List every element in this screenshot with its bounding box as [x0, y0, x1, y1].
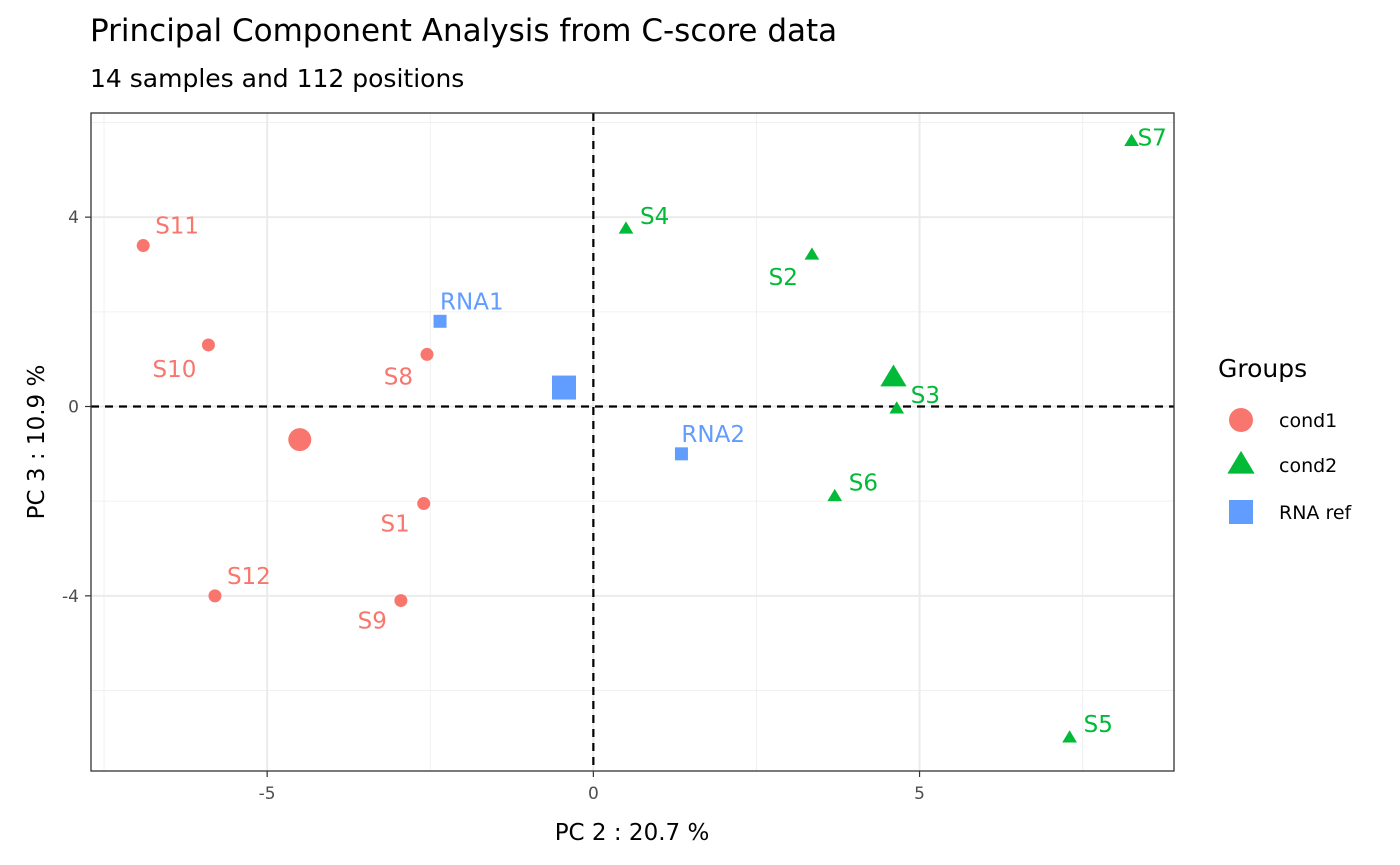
plot-panel-border: [90, 112, 1175, 772]
data-point: [417, 497, 431, 511]
group-centroid-point: [880, 364, 907, 387]
data-point: [804, 247, 820, 260]
grid-lines: [91, 113, 1174, 771]
point-label: S3: [911, 383, 940, 409]
data-points: [136, 133, 1139, 743]
legend-title: Groups: [1218, 354, 1307, 383]
chart-title: Principal Component Analysis from C-scor…: [90, 13, 837, 49]
data-point: [420, 347, 434, 361]
axis-ticks: -5 0 5 -4 0 4: [62, 208, 925, 804]
legend: Groups cond1 cond2 RNA ref: [1218, 354, 1353, 524]
y-tick-label: -4: [62, 587, 79, 607]
reference-lines: [91, 113, 1174, 771]
legend-key: [1227, 450, 1255, 474]
data-point: [618, 221, 634, 234]
legend-label: cond2: [1279, 455, 1337, 477]
x-tick-label: 0: [588, 784, 599, 804]
x-tick-label: 5: [914, 784, 925, 804]
point-label: RNA1: [440, 289, 504, 315]
point-label: S7: [1138, 125, 1167, 151]
point-label: S11: [155, 214, 199, 240]
plot-panel-background: [91, 113, 1174, 771]
point-labels: S11 S10 S8 S1 S12 S9 S7 S4 S2 S3 S6 S5 RNA1 RNA2: [153, 125, 1167, 737]
y-tick-label: 0: [68, 397, 79, 417]
data-point: [201, 338, 215, 352]
point-label: S4: [640, 204, 669, 230]
y-tick-label: 4: [68, 208, 79, 228]
point-label: S6: [849, 470, 878, 496]
data-point: [394, 594, 408, 608]
data-point: [827, 488, 843, 502]
point-label: S10: [153, 357, 197, 383]
data-point: [136, 239, 150, 253]
data-point: [433, 314, 447, 328]
data-point: [889, 401, 905, 414]
x-tick-label: -5: [259, 784, 276, 804]
group-centroid-point: [288, 428, 312, 452]
legend-label: cond1: [1279, 410, 1337, 432]
point-label: S8: [384, 364, 413, 390]
data-point: [674, 447, 688, 461]
legend-key: [1229, 500, 1253, 524]
y-axis-title: PC 3 : 10.9 %: [24, 365, 50, 520]
x-axis-title: PC 2 : 20.7 %: [555, 820, 710, 846]
group-centroid-point: [551, 375, 576, 400]
legend-label: RNA ref: [1279, 502, 1353, 524]
point-label: S2: [769, 265, 798, 291]
data-point: [1124, 133, 1139, 147]
chart-subtitle: 14 samples and 112 positions: [90, 64, 464, 93]
point-label: RNA2: [681, 422, 745, 448]
point-label: S5: [1084, 712, 1113, 738]
point-label: S9: [358, 609, 387, 635]
data-point: [208, 589, 222, 603]
point-label: S12: [227, 564, 271, 590]
data-point: [1062, 730, 1077, 743]
legend-key: [1229, 408, 1253, 432]
point-label: S1: [380, 512, 409, 538]
